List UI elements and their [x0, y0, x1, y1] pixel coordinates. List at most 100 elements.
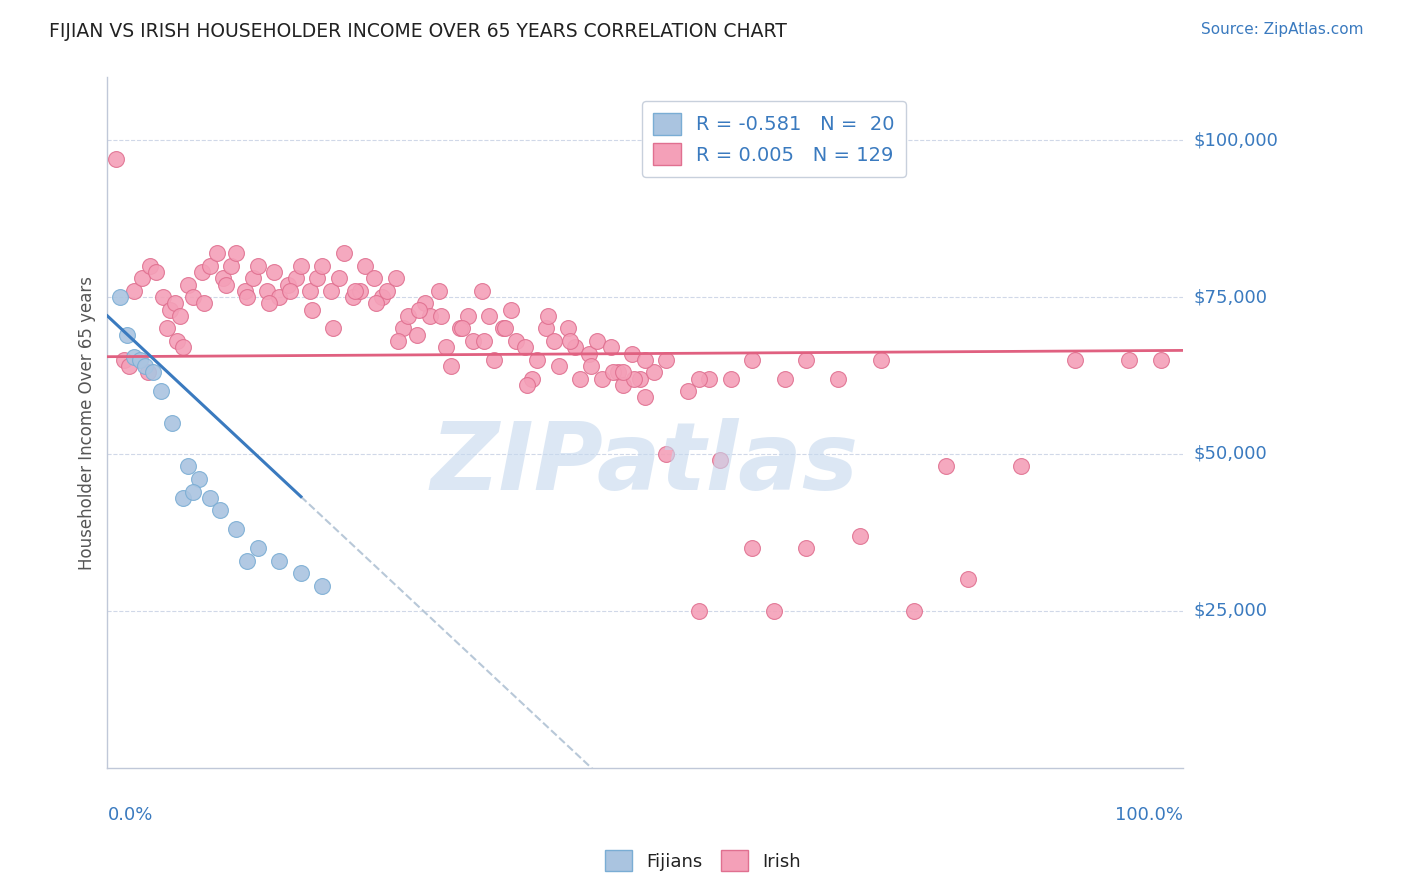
Point: [484, 352, 506, 367]
Point: [676, 384, 699, 399]
Point: [903, 604, 925, 618]
Point: [578, 346, 600, 360]
Point: [534, 321, 557, 335]
Point: [159, 302, 181, 317]
Point: [177, 459, 200, 474]
Point: [155, 321, 177, 335]
Point: [342, 290, 364, 304]
Point: [688, 371, 710, 385]
Point: [794, 352, 817, 367]
Point: [449, 321, 471, 335]
Text: $100,000: $100,000: [1194, 131, 1278, 149]
Point: [478, 309, 501, 323]
Point: [112, 352, 135, 367]
Point: [205, 246, 228, 260]
Point: [612, 378, 634, 392]
Point: [136, 365, 159, 379]
Point: [160, 416, 183, 430]
Point: [688, 604, 710, 618]
Point: [305, 271, 328, 285]
Point: [269, 554, 291, 568]
Point: [212, 271, 235, 285]
Point: [191, 265, 214, 279]
Point: [122, 284, 145, 298]
Y-axis label: Householder Income Over 65 years: Householder Income Over 65 years: [79, 276, 96, 570]
Point: [451, 321, 474, 335]
Point: [366, 296, 388, 310]
Point: [256, 284, 278, 298]
Point: [392, 321, 415, 335]
Point: [214, 277, 236, 292]
Point: [956, 573, 979, 587]
Point: [219, 259, 242, 273]
Point: [284, 271, 307, 285]
Point: [849, 528, 872, 542]
Point: [794, 541, 817, 555]
Point: [233, 284, 256, 298]
Point: [408, 302, 430, 317]
Point: [370, 290, 392, 304]
Point: [354, 259, 377, 273]
Point: [607, 365, 630, 379]
Point: [461, 334, 484, 348]
Point: [172, 340, 194, 354]
Point: [621, 346, 644, 360]
Point: [225, 246, 247, 260]
Point: [741, 541, 763, 555]
Point: [643, 365, 665, 379]
Point: [311, 259, 333, 273]
Point: [134, 359, 156, 373]
Point: [470, 284, 492, 298]
Point: [623, 371, 645, 385]
Text: $75,000: $75,000: [1194, 288, 1268, 306]
Point: [634, 352, 657, 367]
Point: [516, 378, 538, 392]
Point: [198, 259, 221, 273]
Point: [569, 371, 592, 385]
Point: [166, 334, 188, 348]
Point: [141, 365, 163, 379]
Point: [1064, 352, 1087, 367]
Point: [131, 271, 153, 285]
Point: [440, 359, 463, 373]
Point: [104, 152, 127, 166]
Legend: R = -0.581   N =  20, R = 0.005   N = 129: R = -0.581 N = 20, R = 0.005 N = 129: [641, 101, 907, 177]
Point: [434, 340, 457, 354]
Point: [343, 284, 366, 298]
Point: [537, 309, 560, 323]
Point: [762, 604, 785, 618]
Point: [152, 290, 174, 304]
Point: [591, 371, 613, 385]
Point: [225, 522, 247, 536]
Point: [269, 290, 291, 304]
Point: [699, 371, 721, 385]
Point: [375, 284, 398, 298]
Point: [655, 352, 678, 367]
Point: [177, 277, 200, 292]
Point: [183, 290, 205, 304]
Point: [263, 265, 285, 279]
Point: [499, 302, 522, 317]
Point: [935, 459, 957, 474]
Point: [193, 296, 215, 310]
Point: [709, 453, 731, 467]
Legend: Fijians, Irish: Fijians, Irish: [598, 843, 808, 879]
Point: [169, 309, 191, 323]
Point: [413, 296, 436, 310]
Point: [548, 359, 571, 373]
Point: [115, 327, 138, 342]
Point: [870, 352, 893, 367]
Point: [526, 352, 548, 367]
Point: [494, 321, 516, 335]
Point: [564, 340, 586, 354]
Point: [277, 277, 299, 292]
Point: [419, 309, 441, 323]
Point: [328, 271, 350, 285]
Point: [612, 365, 634, 379]
Point: [429, 309, 451, 323]
Point: [246, 259, 269, 273]
Point: [1118, 352, 1140, 367]
Point: [128, 352, 150, 367]
Point: [246, 541, 269, 555]
Point: [543, 334, 565, 348]
